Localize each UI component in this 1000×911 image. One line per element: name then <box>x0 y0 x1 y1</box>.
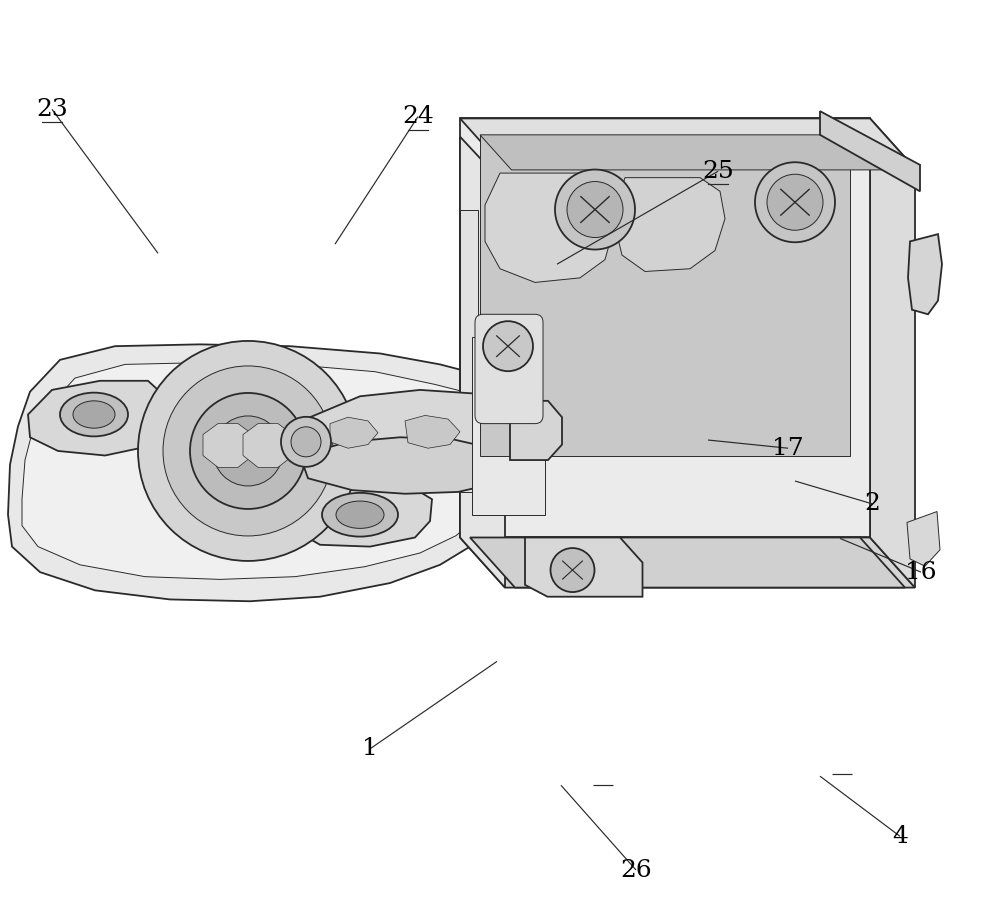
Polygon shape <box>460 537 915 588</box>
Polygon shape <box>480 135 850 456</box>
Polygon shape <box>28 381 165 456</box>
Polygon shape <box>203 424 253 467</box>
Polygon shape <box>485 173 615 282</box>
Text: 1: 1 <box>362 737 378 761</box>
Ellipse shape <box>73 401 115 428</box>
Circle shape <box>291 427 321 456</box>
Ellipse shape <box>60 393 128 436</box>
Circle shape <box>281 417 331 466</box>
Polygon shape <box>820 111 920 191</box>
Text: 2: 2 <box>864 492 880 516</box>
Polygon shape <box>470 537 905 588</box>
Polygon shape <box>243 424 293 467</box>
Polygon shape <box>907 512 940 566</box>
Polygon shape <box>290 483 432 547</box>
Circle shape <box>213 416 283 486</box>
Circle shape <box>550 548 594 592</box>
Circle shape <box>567 181 623 238</box>
Text: 23: 23 <box>36 97 68 121</box>
Polygon shape <box>330 417 378 448</box>
Polygon shape <box>615 178 725 271</box>
Polygon shape <box>300 437 510 494</box>
Circle shape <box>767 174 823 230</box>
Polygon shape <box>460 118 915 169</box>
Circle shape <box>190 393 306 509</box>
Text: 4: 4 <box>892 824 908 848</box>
Text: 26: 26 <box>620 858 652 882</box>
Ellipse shape <box>336 501 384 528</box>
Text: 25: 25 <box>702 159 734 183</box>
Text: 16: 16 <box>905 560 937 584</box>
Circle shape <box>755 162 835 242</box>
Circle shape <box>555 169 635 250</box>
Polygon shape <box>510 401 562 460</box>
Circle shape <box>483 322 533 371</box>
Circle shape <box>163 366 333 536</box>
Ellipse shape <box>322 493 398 537</box>
Polygon shape <box>480 135 882 169</box>
Text: 17: 17 <box>772 436 804 460</box>
Polygon shape <box>22 363 515 579</box>
Polygon shape <box>472 337 545 515</box>
Polygon shape <box>460 210 478 492</box>
Polygon shape <box>908 234 942 314</box>
Polygon shape <box>460 137 505 588</box>
Polygon shape <box>870 118 915 588</box>
Text: 24: 24 <box>402 105 434 128</box>
FancyBboxPatch shape <box>475 314 543 424</box>
Polygon shape <box>525 537 642 597</box>
Polygon shape <box>310 390 525 457</box>
Polygon shape <box>8 344 530 601</box>
Polygon shape <box>460 118 870 537</box>
Polygon shape <box>405 415 460 448</box>
Circle shape <box>138 341 358 561</box>
